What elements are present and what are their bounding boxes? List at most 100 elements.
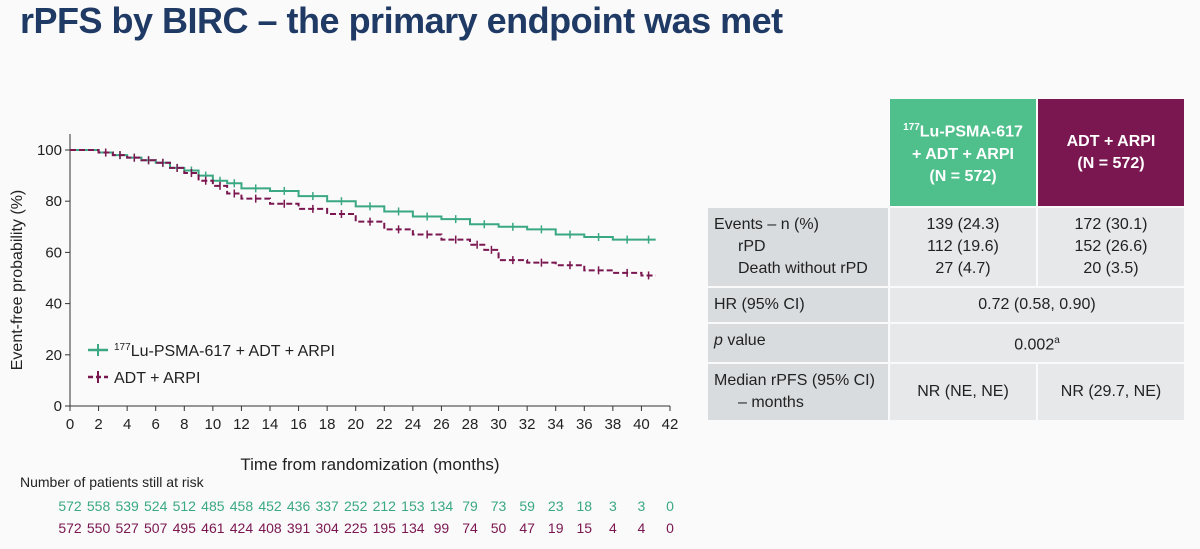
- y-tick-label: 80: [45, 193, 62, 210]
- chart-curves: [70, 148, 656, 280]
- risk-count: 79: [462, 498, 478, 514]
- events-lu-cell: 139 (24.3) 112 (19.6) 27 (4.7): [890, 208, 1036, 286]
- chart-legend: 177Lu-PSMA-617 + ADT + ARPI ADT + ARPI: [88, 342, 335, 387]
- risk-count: 23: [547, 498, 564, 514]
- risk-count: 539: [115, 498, 139, 514]
- p-value-cell: 0.002a: [890, 324, 1184, 363]
- risk-count: 252: [344, 498, 368, 514]
- risk-count: 495: [172, 520, 196, 536]
- x-tick-label: 32: [519, 416, 536, 433]
- header-lu-psma-cell: 177Lu-PSMA-617 + ADT + ARPI (N = 572): [890, 99, 1036, 206]
- risk-count: 212: [372, 498, 396, 514]
- x-tick-label: 6: [152, 416, 160, 433]
- risk-count: 0: [666, 520, 674, 536]
- risk-count: 337: [315, 498, 339, 514]
- risk-count: 225: [344, 520, 368, 536]
- events-label-cell: Events – n (%) rPD Death without rPD: [708, 208, 888, 286]
- risk-count: 99: [433, 520, 450, 536]
- risk-count: 391: [286, 520, 311, 536]
- hr-row: HR (95% CI) 0.72 (0.58, 0.90): [708, 288, 1184, 322]
- x-tick-label: 10: [205, 416, 222, 433]
- x-tick-label: 0: [66, 416, 74, 433]
- y-tick-label: 60: [45, 244, 62, 261]
- risk-count: 436: [286, 498, 311, 514]
- km-curve-adt-arpi: [70, 149, 656, 277]
- median-lu-cell: NR (NE, NE): [890, 364, 1036, 421]
- risk-count: 18: [576, 498, 593, 514]
- risk-count: 572: [58, 498, 82, 514]
- risk-count: 0: [666, 498, 674, 514]
- summary-table: 177Lu-PSMA-617 + ADT + ARPI (N = 572) ADT …: [706, 97, 1186, 422]
- hr-label-cell: HR (95% CI): [708, 288, 888, 322]
- risk-count: 195: [372, 520, 396, 536]
- x-tick-label: 34: [547, 416, 564, 433]
- risk-count: 558: [86, 498, 111, 514]
- x-tick-label: 14: [262, 416, 279, 433]
- p-label-cell: p value: [708, 324, 888, 363]
- risk-count: 4: [608, 520, 617, 536]
- x-tick-label: 26: [433, 416, 450, 433]
- summary-header-row: 177Lu-PSMA-617 + ADT + ARPI (N = 572) ADT …: [708, 99, 1184, 206]
- header-blank-cell: [708, 99, 888, 206]
- x-tick-label: 42: [662, 416, 679, 433]
- p-value-row: p value 0.002a: [708, 324, 1184, 363]
- risk-count: 3: [637, 498, 646, 514]
- x-tick-label: 2: [94, 416, 102, 433]
- risk-count: 461: [201, 520, 225, 536]
- risk-count: 134: [429, 498, 454, 514]
- risk-count: 304: [315, 520, 339, 536]
- risk-count: 507: [144, 520, 168, 536]
- events-row: Events – n (%) rPD Death without rPD 139…: [708, 208, 1184, 286]
- legend-adt-label: ADT + ARPI: [114, 370, 200, 387]
- y-axis-label: Event-free probability (%): [9, 190, 26, 371]
- risk-count: 73: [490, 498, 507, 514]
- hr-value-cell: 0.72 (0.58, 0.90): [890, 288, 1184, 322]
- legend-lu-label: 177Lu-PSMA-617 + ADT + ARPI: [114, 342, 335, 360]
- x-tick-label: 28: [462, 416, 479, 433]
- x-tick-label: 8: [180, 416, 188, 433]
- risk-count: 4: [637, 520, 646, 536]
- risk-count: 485: [201, 498, 225, 514]
- km-chart: 0 2 4 6 8 10 12 14 16 18 20 22 24 26 28 30 32 34 36 38 40 420…: [9, 134, 678, 474]
- x-tick-label: 40: [633, 416, 650, 433]
- y-tick-label: 100: [37, 142, 62, 159]
- risk-count: 19: [547, 520, 564, 536]
- y-tick-label: 40: [45, 296, 62, 313]
- x-tick-label: 24: [405, 416, 422, 433]
- median-row: Median rPFS (95% CI) – months NR (NE, NE…: [708, 364, 1184, 421]
- x-tick-label: 20: [347, 416, 364, 433]
- risk-count: 15: [576, 520, 593, 536]
- x-tick-label: 36: [576, 416, 593, 433]
- risk-count: 512: [172, 498, 196, 514]
- risk-table-header: Number of patients still at risk: [20, 474, 204, 490]
- events-adt-cell: 172 (30.1) 152 (26.6) 20 (3.5): [1038, 208, 1184, 286]
- x-axis-label: Time from randomization (months): [240, 455, 499, 474]
- x-tick-label: 22: [376, 416, 393, 433]
- risk-count: 3: [608, 498, 617, 514]
- chart-axes: [69, 134, 670, 407]
- x-tick-label: 30: [490, 416, 507, 433]
- risk-count: 134: [401, 520, 425, 536]
- risk-count: 458: [229, 498, 254, 514]
- slide-title: rPFS by BIRC – the primary endpoint was …: [20, 0, 783, 41]
- risk-count: 408: [258, 520, 282, 536]
- x-tick-label: 18: [319, 416, 336, 433]
- risk-count: 527: [115, 520, 139, 536]
- risk-count: 59: [519, 498, 535, 514]
- x-tick-label: 12: [233, 416, 250, 433]
- y-tick-label: 0: [54, 398, 62, 415]
- median-adt-cell: NR (29.7, NE): [1038, 364, 1184, 421]
- median-label-cell: Median rPFS (95% CI) – months: [708, 364, 888, 421]
- risk-count: 74: [462, 520, 478, 536]
- risk-count: 572: [58, 520, 82, 536]
- x-tick-label: 4: [123, 416, 131, 433]
- risk-count: 153: [401, 498, 425, 514]
- risk-count: 424: [229, 520, 254, 536]
- risk-count: 47: [519, 520, 535, 536]
- chart-ticks: 0 2 4 6 8 10 12 14 16 18 20 22 24 26 28 30 32 34 36 38 40 420…: [37, 142, 678, 433]
- x-tick-label: 16: [290, 416, 307, 433]
- risk-count: 50: [490, 520, 507, 536]
- risk-count: 524: [144, 498, 168, 514]
- risk-count: 452: [258, 498, 282, 514]
- risk-count: 550: [86, 520, 111, 536]
